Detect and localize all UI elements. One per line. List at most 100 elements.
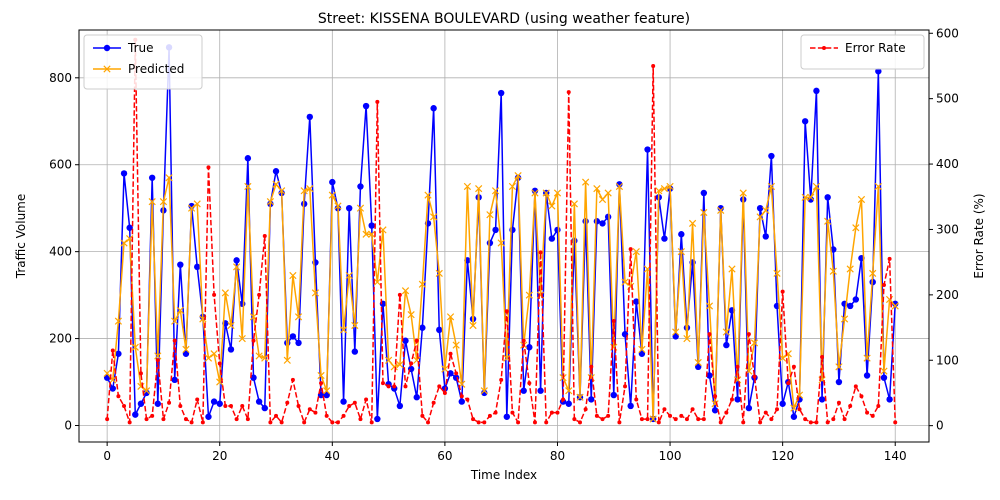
left-y-tick-label: 200 <box>49 332 72 346</box>
data-point <box>195 397 200 402</box>
data-point <box>183 417 188 422</box>
data-point <box>311 289 320 297</box>
data-point <box>807 193 815 201</box>
data-point <box>639 417 644 422</box>
data-point <box>808 420 813 425</box>
data-point <box>735 364 740 369</box>
data-point <box>176 306 184 314</box>
data-point <box>266 198 275 206</box>
data-point <box>734 396 741 403</box>
right-y-tick-label: 600 <box>936 26 959 40</box>
data-point <box>729 397 734 402</box>
data-point <box>554 226 561 234</box>
data-point <box>891 302 899 310</box>
data-point <box>358 417 363 422</box>
data-point <box>633 298 640 305</box>
data-point <box>120 239 128 247</box>
data-point <box>217 361 222 366</box>
data-point <box>475 185 483 193</box>
data-point <box>616 181 623 188</box>
data-point <box>171 317 179 325</box>
data-point <box>581 178 590 186</box>
right-y-tick-label: 400 <box>936 157 959 171</box>
data-point <box>773 269 781 278</box>
data-point <box>307 407 312 412</box>
data-point <box>161 417 166 422</box>
data-point <box>324 413 329 418</box>
data-point <box>200 420 205 425</box>
data-point <box>268 420 273 425</box>
data-point <box>351 348 359 355</box>
data-point <box>831 417 836 422</box>
data-point <box>418 280 427 288</box>
data-point <box>402 337 409 344</box>
data-point <box>110 348 115 353</box>
right-y-tick-label: 500 <box>936 92 959 106</box>
data-point <box>852 224 860 232</box>
data-point <box>347 404 352 409</box>
data-point <box>499 377 504 382</box>
data-point <box>255 352 263 360</box>
data-point <box>779 354 787 362</box>
data-point <box>392 384 397 389</box>
data-point <box>846 265 854 273</box>
data-point <box>384 356 393 364</box>
left-y-tick-label: 800 <box>49 71 72 85</box>
data-point <box>538 250 543 255</box>
data-point <box>285 400 290 405</box>
data-point <box>728 265 736 273</box>
data-point <box>718 420 723 425</box>
data-point <box>497 89 505 97</box>
data-point <box>486 239 494 247</box>
data-point <box>672 328 680 336</box>
data-point <box>763 410 768 415</box>
data-point <box>313 410 318 415</box>
data-point <box>380 381 385 386</box>
data-point <box>492 226 499 234</box>
data-point <box>441 365 449 373</box>
data-point <box>870 413 875 418</box>
data-point <box>593 185 601 193</box>
data-point <box>688 219 697 228</box>
data-point <box>632 248 640 256</box>
data-point <box>430 213 438 221</box>
data-point <box>274 413 279 418</box>
data-point <box>840 315 849 323</box>
left-y-tick-label: 0 <box>64 418 72 432</box>
data-point <box>289 271 297 280</box>
legend-marker <box>103 44 111 52</box>
data-point <box>886 396 893 403</box>
data-point <box>655 187 663 195</box>
data-point <box>272 168 280 175</box>
data-point <box>623 384 628 389</box>
data-point <box>863 372 871 379</box>
data-point <box>548 235 556 242</box>
data-point <box>386 384 391 389</box>
data-point <box>212 292 217 297</box>
data-point <box>571 237 578 244</box>
data-point <box>711 407 719 414</box>
data-point <box>227 346 235 353</box>
data-point <box>122 404 127 409</box>
data-point <box>340 398 347 405</box>
series-predicted <box>103 171 899 423</box>
data-point <box>818 396 826 403</box>
data-point <box>853 384 858 389</box>
data-point <box>302 420 307 425</box>
data-point <box>167 400 172 405</box>
data-point <box>644 146 651 153</box>
data-point <box>666 182 674 191</box>
data-point <box>662 407 667 412</box>
data-point <box>651 63 656 68</box>
data-point <box>746 332 751 337</box>
x-tick-label: 60 <box>437 449 452 463</box>
data-point <box>144 417 149 422</box>
data-point <box>397 292 402 297</box>
data-point <box>116 394 121 399</box>
data-point <box>437 384 442 389</box>
data-point <box>520 387 527 394</box>
data-point <box>369 420 374 425</box>
data-point <box>283 356 291 364</box>
data-point <box>471 417 476 422</box>
